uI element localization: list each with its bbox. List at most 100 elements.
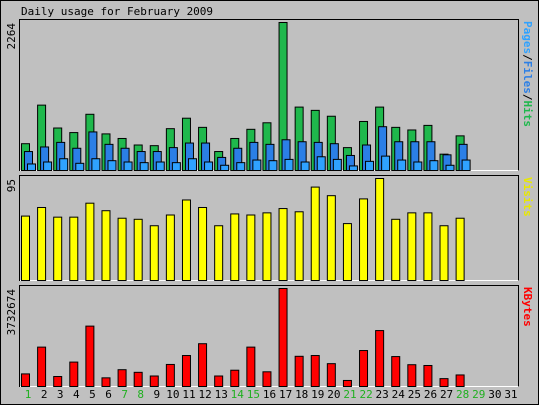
x-tick-label-10: 10 <box>166 388 179 401</box>
bar-kbytes-day-21 <box>342 379 352 387</box>
bar-visits-day-19 <box>310 186 320 282</box>
bar-visits-day-11 <box>181 199 191 281</box>
bar-kbytes-day-16 <box>262 371 272 387</box>
bar-pages-day-7 <box>123 161 133 172</box>
bar-pages-day-22 <box>365 160 375 171</box>
bar-visits-day-3 <box>53 216 63 282</box>
bar-kbytes-day-3 <box>53 376 63 387</box>
bar-visits-day-2 <box>37 206 47 281</box>
bar-kbytes-day-6 <box>101 377 111 387</box>
bar-kbytes-day-1 <box>21 373 30 387</box>
bar-kbytes-day-27 <box>439 378 449 387</box>
x-tick-label-8: 8 <box>137 388 144 401</box>
bar-kbytes-day-25 <box>407 364 417 387</box>
x-axis-labels: 1 2 3 4 5 6 7 8 9 10 11 12 13 14 15 16 17 18 19 20 21 22 23 24 2… <box>25 388 518 401</box>
bar-kbytes-day-24 <box>391 356 401 387</box>
bar-pages-day-14 <box>236 162 246 171</box>
chart-title: Daily usage for February 2009 <box>21 5 213 18</box>
bar-pages-day-27 <box>445 164 455 172</box>
bar-visits-day-21 <box>342 223 352 282</box>
bar-kbytes-day-10 <box>165 363 175 387</box>
bar-visits-day-22 <box>359 198 369 281</box>
bar-pages-day-15 <box>252 159 262 171</box>
bar-visits-day-25 <box>407 212 417 281</box>
bar-visits-day-4 <box>69 216 79 282</box>
x-tick-label-23: 23 <box>376 388 389 401</box>
bar-kbytes-day-18 <box>294 355 304 387</box>
bar-kbytes-day-11 <box>181 355 191 388</box>
bar-pages-day-12 <box>204 161 214 172</box>
bar-visits-day-12 <box>198 206 208 281</box>
bar-visits-day-20 <box>326 195 336 281</box>
bar-kbytes-day-14 <box>230 369 240 388</box>
bar-kbytes-day-9 <box>149 375 159 387</box>
bar-visits-day-23 <box>375 178 385 281</box>
bar-kbytes-day-2 <box>37 346 47 387</box>
hits-panel: 2264 Pages/Files/Hits <box>5 19 534 172</box>
series-label-part-2: Files <box>521 61 534 94</box>
x-tick-label-30: 30 <box>488 388 501 401</box>
bar-pages-day-2 <box>43 161 53 172</box>
bar-visits-day-16 <box>262 212 272 281</box>
x-tick-label-5: 5 <box>89 388 96 401</box>
y-max-label: 2264 <box>5 23 18 50</box>
x-tick-label-15: 15 <box>247 388 260 401</box>
bar-visits-day-9 <box>149 225 159 282</box>
bar-kbytes-day-8 <box>133 371 143 388</box>
bar-kbytes-day-4 <box>69 361 79 388</box>
x-tick-label-1: 1 <box>25 388 32 401</box>
bar-pages-day-10 <box>171 162 181 171</box>
bar-pages-day-25 <box>413 161 423 172</box>
bar-pages-day-5 <box>91 158 101 171</box>
bar-pages-day-6 <box>107 160 117 172</box>
bar-kbytes-day-7 <box>117 369 127 387</box>
bar-visits-day-17 <box>278 208 288 281</box>
bar-visits-day-1 <box>21 215 30 281</box>
series-label-part-4: Hits <box>521 101 534 128</box>
bar-visits-day-26 <box>423 212 433 281</box>
bar-kbytes-day-23 <box>375 330 385 388</box>
x-tick-label-22: 22 <box>359 388 372 401</box>
x-tick-label-7: 7 <box>121 388 128 401</box>
bar-kbytes-day-22 <box>359 350 369 388</box>
bar-pages-day-1 <box>27 163 36 171</box>
bar-kbytes-day-13 <box>214 375 224 387</box>
bar-pages-day-24 <box>397 159 407 171</box>
bar-pages-day-8 <box>139 162 149 171</box>
bar-pages-day-28 <box>461 159 471 171</box>
x-tick-label-29: 29 <box>472 388 485 401</box>
bar-visits-day-10 <box>165 214 175 281</box>
bar-kbytes-day-12 <box>198 343 208 388</box>
bar-pages-day-3 <box>59 158 69 171</box>
x-tick-label-25: 25 <box>408 388 421 401</box>
bar-pages-day-16 <box>268 160 278 172</box>
bar-pages-day-18 <box>300 161 310 172</box>
series-label-part-3: / <box>521 94 534 101</box>
bar-pages-day-9 <box>155 161 165 172</box>
x-tick-label-19: 19 <box>311 388 324 401</box>
bar-pages-day-13 <box>220 164 230 172</box>
series-label-part-0: Pages <box>521 21 534 54</box>
x-tick-label-9: 9 <box>154 388 161 401</box>
x-tick-label-11: 11 <box>182 388 195 401</box>
x-tick-label-13: 13 <box>215 388 228 401</box>
bar-kbytes-day-5 <box>85 325 95 388</box>
x-tick-label-4: 4 <box>73 388 80 401</box>
bar-visits-day-7 <box>117 217 127 282</box>
y-max-label: 95 <box>5 179 18 192</box>
series-label: Pages/Files/Hits <box>521 21 534 127</box>
bar-kbytes-day-26 <box>423 364 433 387</box>
series-label-part-0: Visits <box>521 177 534 217</box>
bar-pages-day-23 <box>381 155 391 172</box>
bar-pages-day-19 <box>316 156 326 171</box>
series-label-part-0: KBytes <box>521 287 534 327</box>
x-tick-label-24: 24 <box>392 388 406 401</box>
y-max-label: 3732674 <box>5 289 18 336</box>
kbytes-panel: 3732674 KBytes <box>5 285 534 388</box>
x-tick-label-26: 26 <box>424 388 437 401</box>
series-label: KBytes <box>521 287 534 327</box>
x-tick-label-31: 31 <box>504 388 517 401</box>
x-tick-label-6: 6 <box>105 388 112 401</box>
